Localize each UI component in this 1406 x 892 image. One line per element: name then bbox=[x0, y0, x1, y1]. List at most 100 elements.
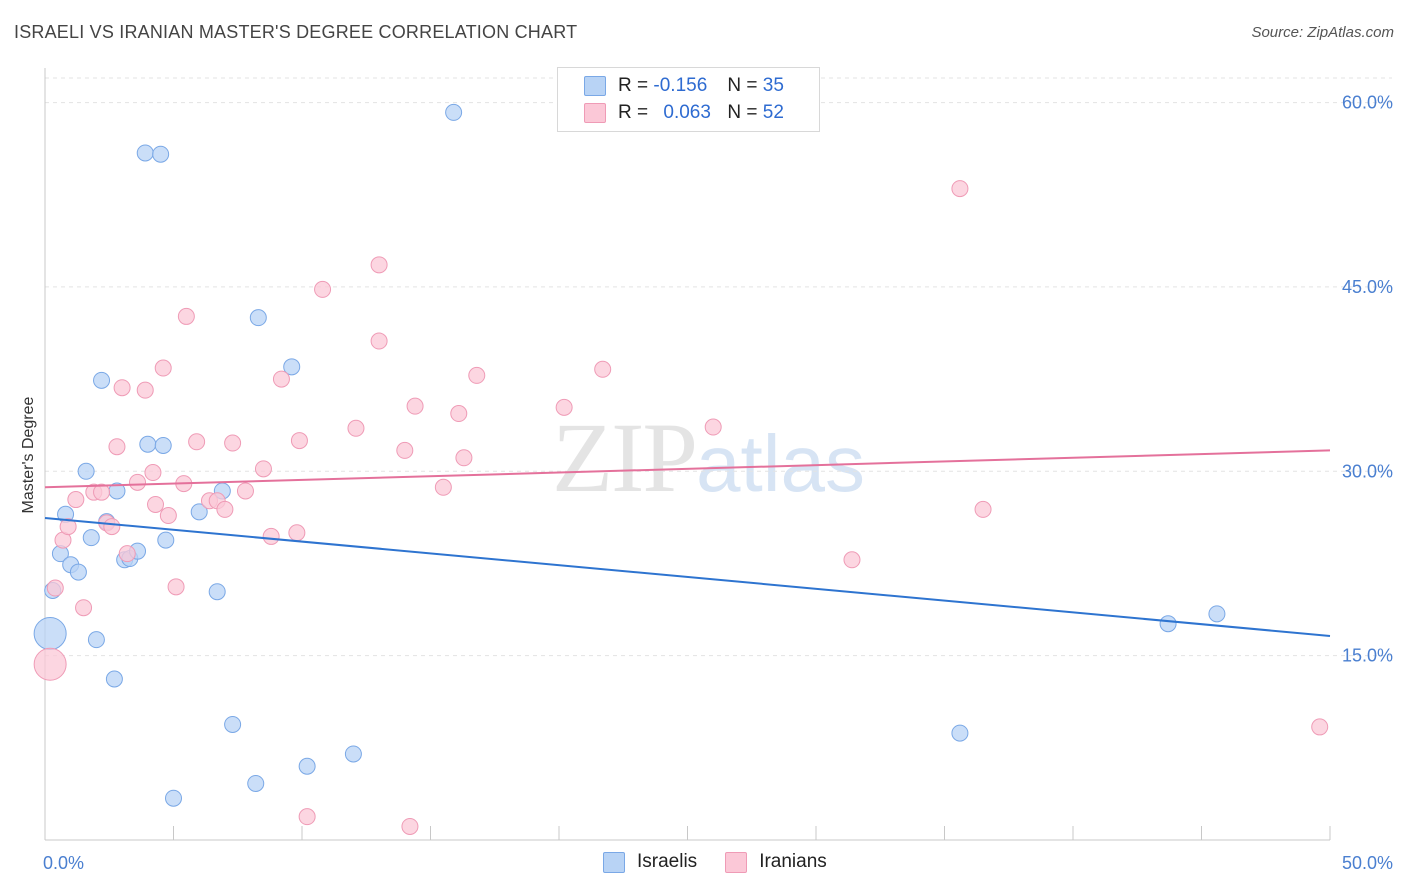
data-point-israelis bbox=[283, 358, 301, 376]
data-point-israelis bbox=[82, 529, 100, 547]
data-point-iranians bbox=[46, 579, 64, 597]
data-point-iranians bbox=[401, 817, 419, 835]
chart-title: ISRAELI VS IRANIAN MASTER'S DEGREE CORRE… bbox=[14, 22, 578, 42]
legend-r-iranians: 0.063 bbox=[663, 102, 711, 123]
data-point-israelis bbox=[139, 435, 157, 453]
data-point-iranians bbox=[103, 518, 121, 536]
legend-n-israelis: 35 bbox=[762, 75, 784, 96]
data-point-iranians bbox=[370, 256, 388, 274]
data-point-israelis bbox=[157, 531, 175, 549]
stats-legend: R = -0.156 N = 35 R = 0.063 N = 52 bbox=[557, 67, 820, 132]
data-point-israelis bbox=[152, 145, 170, 163]
legend-item-iranians[interactable]: Iranians bbox=[725, 851, 827, 873]
data-point-iranians bbox=[406, 397, 424, 415]
y-tick-label: 60.0% bbox=[1342, 93, 1393, 113]
data-point-iranians bbox=[236, 482, 254, 500]
watermark: ZIPatlas bbox=[552, 400, 865, 515]
data-point-israelis bbox=[154, 436, 172, 454]
data-point-israelis bbox=[77, 462, 95, 480]
data-point-israelis bbox=[136, 144, 154, 162]
source-credit: Source: ZipAtlas.com bbox=[1251, 24, 1394, 41]
data-point-iranians bbox=[154, 359, 172, 377]
data-point-iranians bbox=[67, 491, 85, 509]
legend-label-israelis: Israelis bbox=[637, 851, 698, 872]
data-point-israelis bbox=[208, 583, 226, 601]
legend-row-israelis: R = -0.156 N = 35 bbox=[584, 73, 784, 99]
data-point-iranians bbox=[1311, 718, 1329, 736]
legend-n-label: N = bbox=[727, 102, 758, 123]
data-point-israelis bbox=[224, 715, 242, 733]
data-point-israelis bbox=[344, 745, 362, 763]
data-point-iranians bbox=[347, 419, 365, 437]
x-tick-label: 0.0% bbox=[43, 853, 84, 873]
data-point-iranians bbox=[704, 418, 722, 436]
data-point-iranians bbox=[144, 464, 162, 482]
data-point-israelis bbox=[445, 103, 463, 121]
watermark-atlas: atlas bbox=[696, 419, 865, 508]
data-point-iranians bbox=[262, 527, 280, 545]
data-point-iranians bbox=[974, 500, 992, 518]
legend-n-label: N = bbox=[727, 75, 758, 96]
data-point-iranians bbox=[288, 524, 306, 542]
data-point-iranians bbox=[159, 507, 177, 525]
data-point-iranians bbox=[129, 473, 147, 491]
data-point-israelis bbox=[1159, 615, 1177, 633]
data-point-israelis bbox=[105, 670, 123, 688]
data-point-iranians bbox=[108, 438, 126, 456]
data-point-iranians bbox=[216, 500, 234, 518]
legend-label-iranians: Iranians bbox=[759, 851, 827, 872]
data-point-iranians bbox=[396, 441, 414, 459]
x-tick-label: 50.0% bbox=[1342, 853, 1393, 873]
data-point-iranians bbox=[93, 483, 111, 501]
data-point-iranians bbox=[224, 434, 242, 452]
data-point-iranians bbox=[188, 433, 206, 451]
data-point-iranians bbox=[167, 578, 185, 596]
data-point-iranians bbox=[468, 366, 486, 384]
y-tick-label: 30.0% bbox=[1342, 461, 1393, 481]
data-point-israelis bbox=[951, 724, 969, 742]
data-point-israelis bbox=[93, 371, 111, 389]
legend-r-israelis: -0.156 bbox=[653, 75, 708, 96]
legend-row-iranians: R = 0.063 N = 52 bbox=[584, 100, 784, 126]
data-point-israelis bbox=[249, 309, 267, 327]
data-point-iranians bbox=[177, 307, 195, 325]
legend-r-label: R = bbox=[618, 75, 649, 96]
data-point-iranians bbox=[59, 518, 77, 536]
data-point-iranians bbox=[298, 808, 316, 826]
data-point-iranians bbox=[843, 551, 861, 569]
data-point-iranians bbox=[951, 180, 969, 198]
data-point-iranians bbox=[450, 405, 468, 423]
data-point-iranians bbox=[118, 545, 136, 563]
data-point-israelis bbox=[247, 774, 265, 792]
data-point-iranians bbox=[455, 449, 473, 467]
legend-swatch-iranians bbox=[725, 851, 748, 873]
data-point-iranians bbox=[555, 398, 573, 416]
data-point-israelis bbox=[1208, 605, 1226, 623]
y-tick-label: 45.0% bbox=[1342, 277, 1393, 297]
data-point-iranians bbox=[113, 379, 131, 397]
legend-swatch-israelis bbox=[603, 851, 625, 873]
data-point-iranians bbox=[75, 599, 93, 617]
data-point-iranians bbox=[314, 280, 332, 298]
y-axis-label: Master's Degree bbox=[20, 396, 37, 513]
data-point-iranians bbox=[594, 360, 612, 378]
data-point-iranians bbox=[370, 332, 388, 350]
data-point-iranians bbox=[33, 647, 67, 681]
data-point-iranians bbox=[272, 370, 290, 388]
legend-swatch-iranians bbox=[584, 103, 606, 123]
data-point-israelis bbox=[165, 789, 182, 807]
data-point-iranians bbox=[136, 381, 154, 399]
legend-n-iranians: 52 bbox=[762, 102, 784, 123]
y-tick-label: 15.0% bbox=[1342, 646, 1393, 666]
data-point-israelis bbox=[69, 563, 87, 581]
legend-swatch-israelis bbox=[584, 76, 606, 96]
data-point-iranians bbox=[290, 432, 308, 450]
legend-r-label: R = bbox=[618, 102, 649, 123]
data-point-israelis bbox=[33, 617, 67, 651]
series-legend: Israelis Iranians bbox=[603, 851, 855, 873]
watermark-zip: ZIP bbox=[552, 402, 698, 513]
data-point-israelis bbox=[87, 631, 105, 649]
legend-item-israelis[interactable]: Israelis bbox=[603, 851, 697, 873]
data-point-iranians bbox=[254, 460, 272, 478]
